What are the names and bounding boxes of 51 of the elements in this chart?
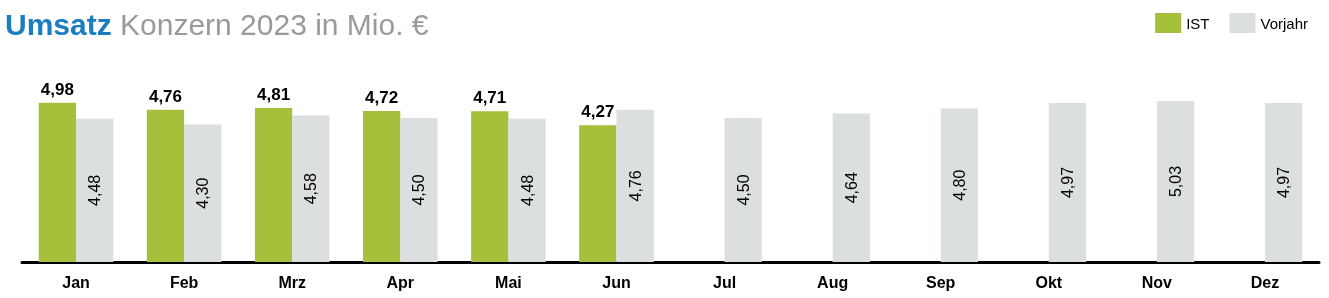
bar — [1264, 102, 1303, 262]
data-label: 4,48 — [518, 174, 536, 206]
data-label: 4,98 — [40, 79, 74, 99]
x-tick-label: Okt — [1035, 273, 1063, 291]
x-tick-label: Feb — [169, 273, 199, 291]
data-label: 4,76 — [148, 86, 183, 106]
bar — [616, 109, 654, 262]
bar — [724, 118, 762, 262]
bar — [400, 118, 438, 262]
x-tick-label: Jun — [602, 273, 631, 291]
bar — [292, 115, 330, 262]
data-label: 5,03 — [1167, 165, 1185, 198]
x-tick-label: Apr — [386, 273, 415, 291]
legend-label: IST — [1186, 14, 1210, 32]
bar — [146, 109, 185, 262]
data-label: 4,58 — [302, 173, 320, 205]
bar — [184, 124, 222, 262]
x-tick-label: Sep — [926, 273, 956, 291]
bar — [363, 110, 401, 262]
x-tick-label: Mai — [495, 273, 522, 291]
data-label: 4,50 — [410, 174, 428, 206]
x-tick-label: Aug — [817, 273, 849, 291]
x-tick-label: Jan — [62, 273, 90, 291]
bar — [940, 108, 978, 262]
x-tick-label: Nov — [1141, 273, 1173, 291]
data-label: 4,81 — [257, 85, 291, 105]
data-label: 4,30 — [194, 177, 212, 209]
bar — [76, 118, 114, 262]
data-label: 4,76 — [626, 170, 644, 202]
data-label: 4,80 — [950, 169, 968, 201]
data-label: 4,71 — [473, 88, 507, 108]
bar — [471, 111, 509, 262]
data-label: 4,27 — [581, 102, 615, 122]
bar — [579, 125, 617, 262]
data-label: 4,50 — [734, 174, 752, 206]
bar — [508, 118, 546, 262]
legend-label: Vorjahr — [1260, 14, 1308, 32]
bar — [832, 113, 870, 262]
x-tick-label: Mrz — [278, 273, 306, 291]
x-tick-label: Jul — [712, 273, 737, 291]
data-label: 4,97 — [1275, 166, 1293, 199]
chart-title: Umsatz Konzern 2023 in Mio. € — [5, 7, 429, 41]
data-label: 4,72 — [365, 87, 399, 107]
data-label: 4,97 — [1058, 166, 1076, 199]
bar — [38, 102, 77, 262]
x-tick-label: Dez — [1250, 273, 1280, 291]
data-label: 4,48 — [86, 174, 104, 206]
bar — [1048, 102, 1087, 262]
bar — [254, 108, 293, 262]
data-label: 4,64 — [842, 172, 860, 204]
bar — [1156, 101, 1195, 262]
